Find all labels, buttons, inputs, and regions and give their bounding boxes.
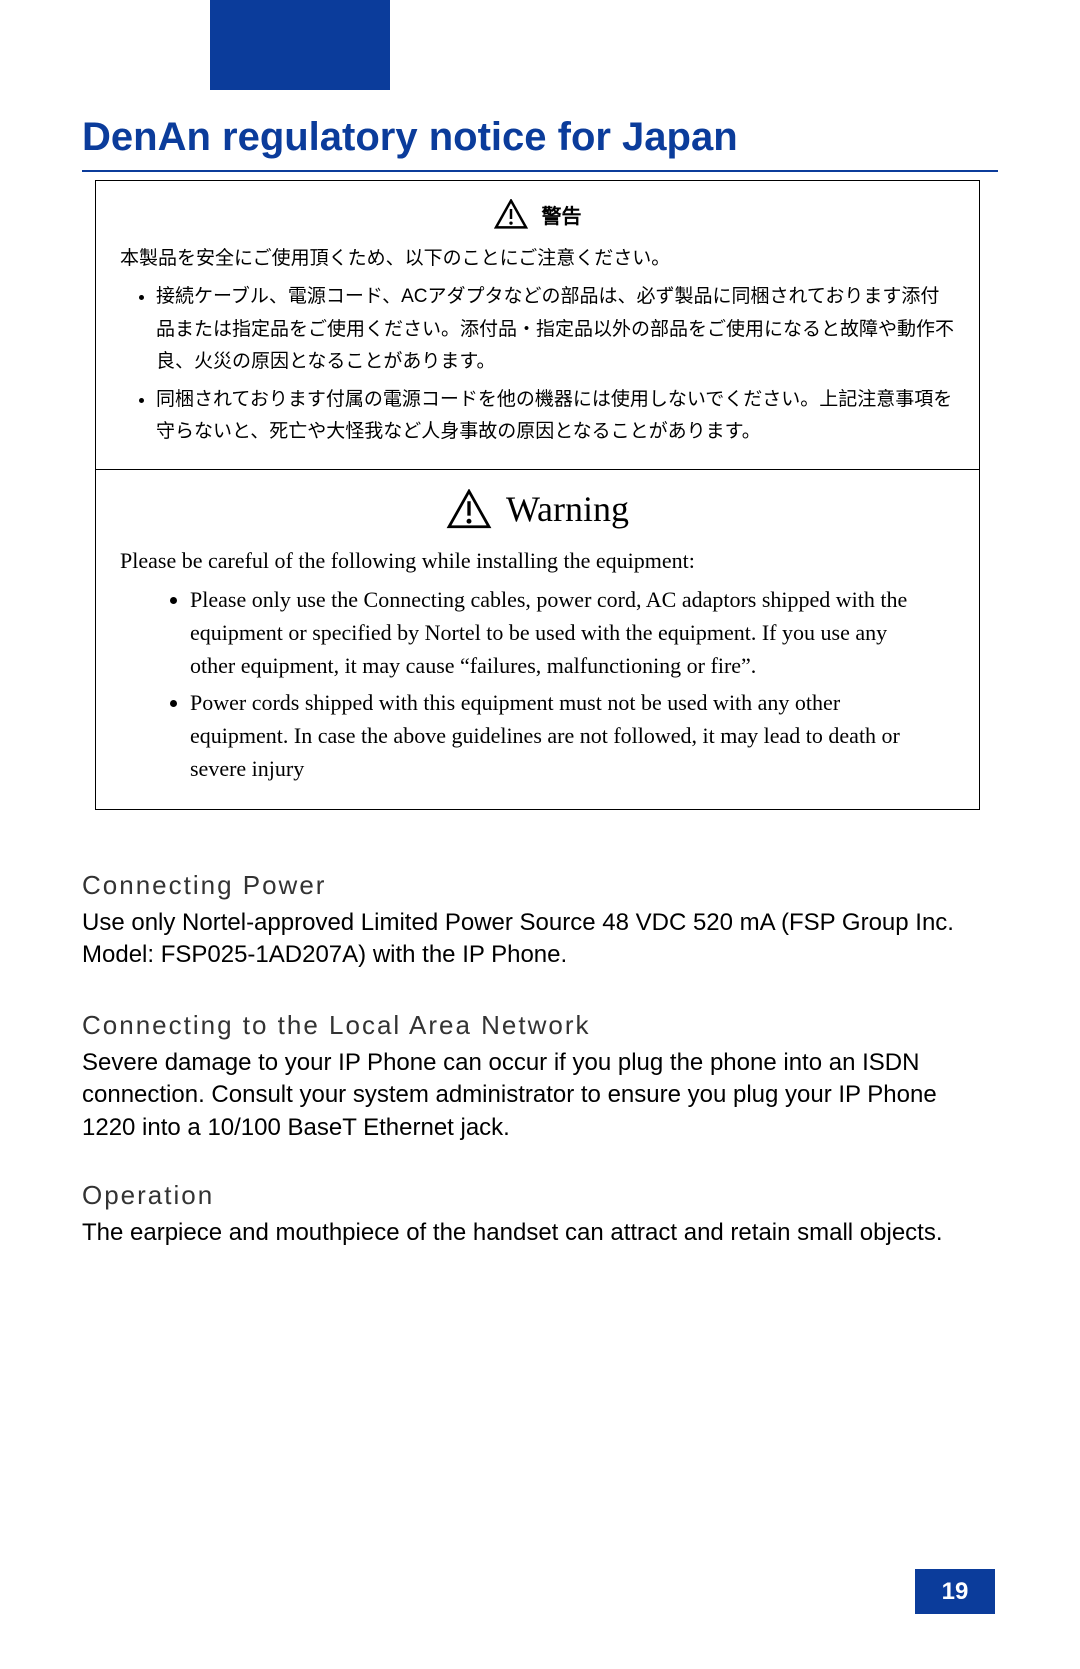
list-item: 接続ケーブル、電源コード、ACアダプタなどの部品は、必ず製品に同梱されております… — [156, 281, 955, 378]
warning-label-en: Warning — [506, 488, 629, 530]
warning-header-jp: 警告 — [120, 199, 955, 229]
warning-intro-en: Please be careful of the following while… — [120, 544, 955, 577]
section-title: Connecting Power — [82, 870, 985, 901]
section-body: Severe damage to your IP Phone can occur… — [82, 1047, 985, 1144]
list-item: Please only use the Connecting cables, p… — [190, 583, 955, 682]
warning-triangle-icon — [494, 199, 528, 229]
warning-section-japanese: 警告 本製品を安全にご使用頂くため、以下のことにご注意ください。 接続ケーブル、… — [96, 181, 979, 470]
warning-header-en: Warning — [120, 488, 955, 530]
warning-box: 警告 本製品を安全にご使用頂くため、以下のことにご注意ください。 接続ケーブル、… — [95, 180, 980, 810]
section-connecting-lan: Connecting to the Local Area Network Sev… — [82, 1010, 985, 1144]
section-header-label: Regulatory and safety information — [601, 55, 990, 83]
section-connecting-power: Connecting Power Use only Nortel-approve… — [82, 870, 985, 972]
section-operation: Operation The earpiece and mouthpiece of… — [82, 1180, 985, 1249]
page-number-value: 19 — [942, 1578, 969, 1606]
warning-section-english: Warning Please be careful of the followi… — [96, 470, 979, 809]
page-number: 19 — [915, 1569, 995, 1614]
list-item: Power cords shipped with this equipment … — [190, 686, 955, 785]
warning-intro-jp: 本製品を安全にご使用頂くため、以下のことにご注意ください。 — [120, 243, 955, 275]
document-page: Regulatory and safety information DenAn … — [0, 0, 1080, 1669]
section-title: Connecting to the Local Area Network — [82, 1010, 985, 1041]
section-body: Use only Nortel-approved Limited Power S… — [82, 907, 985, 972]
header-color-tab — [210, 0, 390, 90]
warning-bullets-jp: 接続ケーブル、電源コード、ACアダプタなどの部品は、必ず製品に同梱されております… — [130, 281, 955, 448]
list-item: 同梱されております付属の電源コードを他の機器には使用しないでください。上記注意事… — [156, 384, 955, 449]
warning-bullets-en: Please only use the Connecting cables, p… — [190, 583, 955, 785]
page-title: DenAn regulatory notice for Japan — [82, 115, 998, 172]
section-body: The earpiece and mouthpiece of the hands… — [82, 1217, 985, 1249]
warning-triangle-icon — [446, 489, 492, 529]
warning-label-jp: 警告 — [542, 200, 582, 229]
section-title: Operation — [82, 1180, 985, 1211]
